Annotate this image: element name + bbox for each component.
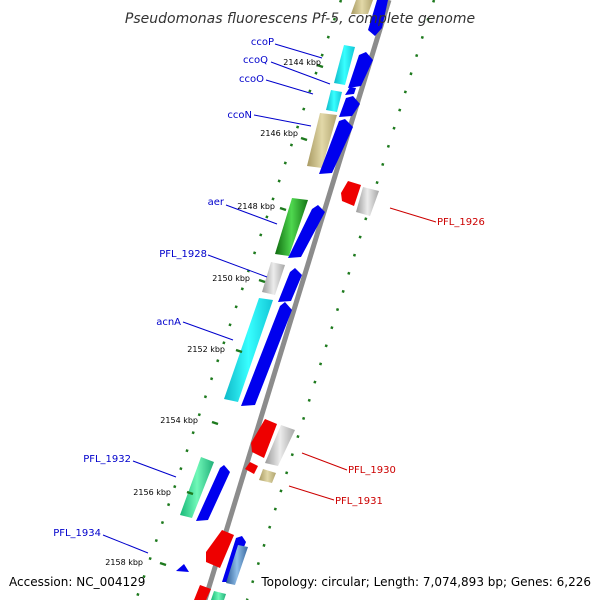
gene-aer-blue <box>288 205 325 258</box>
gene-label-ccoP: ccoP <box>251 37 274 48</box>
gene-bottom-mint <box>211 591 226 600</box>
leader-line-acnA <box>182 321 234 341</box>
gene-ccoP-blue <box>348 52 373 88</box>
accession-text: Accession: NC_004129 <box>9 575 145 589</box>
leader-line-PFL1934 <box>102 534 149 554</box>
gene-bottom-red-b <box>194 585 211 600</box>
gene-partial-top-tan <box>351 0 373 14</box>
gene-label-acnA: acnA <box>156 317 181 328</box>
major-tick-2152 <box>235 348 243 354</box>
gene-label-PFL1934: PFL_1934 <box>53 528 101 539</box>
gene-label-ccoQ: ccoQ <box>243 55 268 66</box>
gene-partial-top-blue <box>368 0 388 36</box>
major-tick-2156 <box>186 490 194 496</box>
major-tick-2154 <box>211 420 219 426</box>
gene-PFL1934-arrow-blue <box>176 564 189 572</box>
leader-line-aer <box>225 204 278 225</box>
forward-tick-track <box>134 0 343 600</box>
scale-label-2146: 2146 kbp <box>260 129 298 138</box>
scale-label-2158: 2158 kbp <box>105 558 143 567</box>
major-tick-2144 <box>316 63 324 69</box>
leader-line-ccoQ <box>270 61 331 85</box>
gene-PFL1932-blue <box>196 465 230 521</box>
scale-label-2144: 2144 kbp <box>283 58 321 67</box>
forward-gene-labels: ccoP ccoQ ccoO ccoN aer PFL_1928 acnA PF… <box>53 37 331 554</box>
leader-line-ccoP <box>274 43 323 59</box>
gene-label-PFL1932: PFL_1932 <box>83 454 131 465</box>
major-tick-2150 <box>258 278 266 284</box>
gene-label-PFL1931: PFL_1931 <box>335 496 383 507</box>
gene-PFL1931-tan <box>259 469 276 483</box>
gene-acnA-cyan <box>224 298 273 402</box>
gene-PFL1928-grey <box>262 262 285 295</box>
gene-label-ccoO: ccoO <box>239 74 264 85</box>
gene-PFL1931-red <box>245 462 258 474</box>
leader-line-PFL1926 <box>389 207 437 223</box>
gene-PFL1930-grey <box>265 425 295 466</box>
gene-ccoO-blue <box>339 96 360 117</box>
gene-label-ccoN: ccoN <box>227 110 252 121</box>
scale-label-2154: 2154 kbp <box>160 416 198 425</box>
scale-labels: 2144 kbp 2146 kbp 2148 kbp 2150 kbp 2152… <box>105 58 321 567</box>
leader-line-PFL1932 <box>132 460 177 478</box>
major-tick-2158 <box>159 561 167 567</box>
gene-PFL1926-red <box>341 181 361 206</box>
major-tick-2146 <box>300 136 308 142</box>
gene-PFL1932-mint <box>180 457 214 518</box>
leader-line-PFL1928 <box>207 254 268 278</box>
major-tick-2148 <box>279 206 287 212</box>
gene-label-PFL1926: PFL_1926 <box>437 217 485 228</box>
leader-line-ccoN <box>253 114 312 127</box>
gene-label-aer: aer <box>208 197 225 208</box>
gene-bottom-steel <box>226 545 248 585</box>
gene-PFL1930-red <box>251 419 277 458</box>
gene-ccoP-cyan <box>334 45 355 85</box>
genome-title: Pseudomonas fluorescens Pf-5, complete g… <box>125 11 475 27</box>
scale-label-2156: 2156 kbp <box>133 488 171 497</box>
gene-PFL1928-blue <box>278 268 302 302</box>
leader-line-ccoO <box>265 79 314 95</box>
leader-line-PFL1931 <box>288 485 335 501</box>
gene-label-PFL1930: PFL_1930 <box>348 465 396 476</box>
reverse-features <box>194 181 379 600</box>
leader-line-PFL1930 <box>301 452 348 471</box>
gene-ccoO-arrow-blue <box>345 87 356 95</box>
gene-PFL1926-grey <box>356 187 379 216</box>
gene-label-PFL1928: PFL_1928 <box>159 249 207 260</box>
gene-acnA-blue <box>241 302 292 406</box>
reverse-gene-labels: PFL_1926 PFL_1930 PFL_1931 <box>288 207 485 507</box>
scale-label-2148: 2148 kbp <box>237 202 275 211</box>
gene-aer-green <box>275 198 308 256</box>
reverse-tick-track <box>245 0 436 600</box>
gene-ccoO-cyan <box>326 90 342 112</box>
gene-ccoN-tan <box>307 113 337 168</box>
scale-label-2152: 2152 kbp <box>187 345 225 354</box>
forward-features <box>176 0 388 600</box>
genome-backbone <box>202 0 392 600</box>
major-ticks <box>159 63 324 567</box>
scale-label-2150: 2150 kbp <box>212 274 250 283</box>
topology-text: Topology: circular; Length: 7,074,893 bp… <box>260 575 591 589</box>
gene-ccoN-blue <box>319 119 353 174</box>
gene-bottom-red-a <box>206 530 234 568</box>
